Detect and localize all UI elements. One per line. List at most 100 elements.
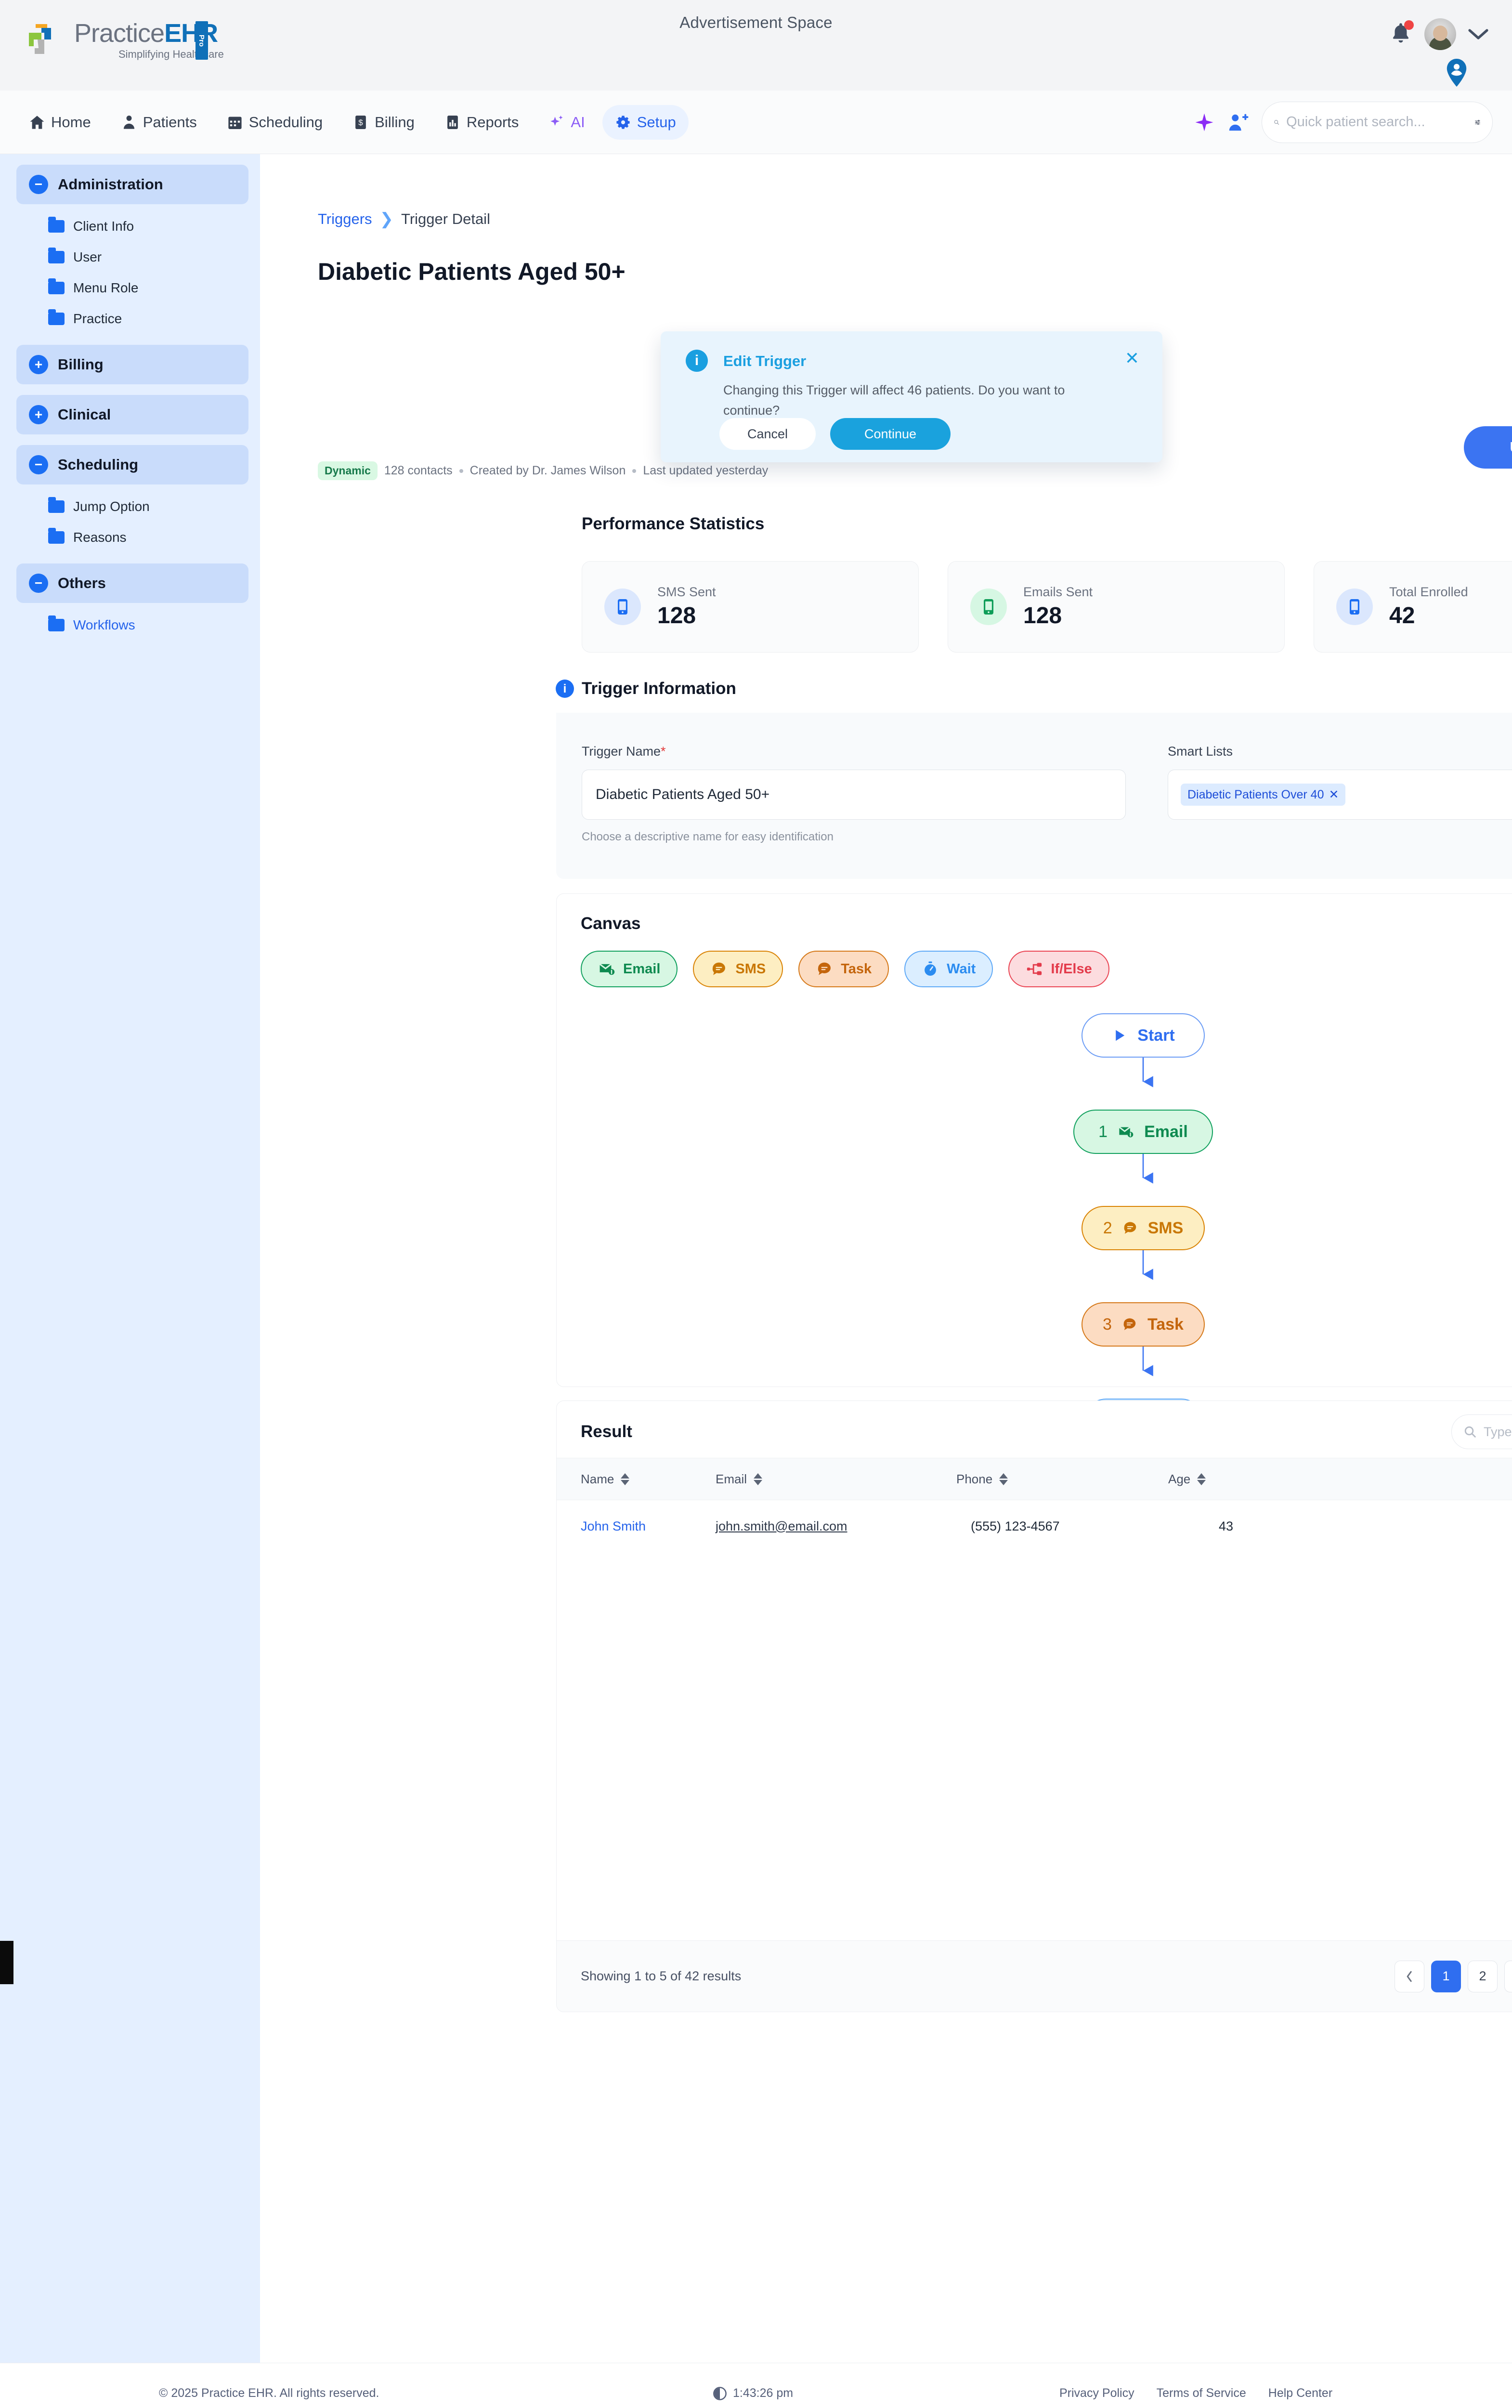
cell-email[interactable]: john.smith@email.com xyxy=(716,1518,847,1533)
search-icon xyxy=(1274,119,1279,125)
sidebar-group-administration[interactable]: − Administration xyxy=(16,165,248,204)
patient-icon xyxy=(123,115,134,129)
footer-link-terms[interactable]: Terms of Service xyxy=(1156,2386,1246,2400)
sort-icon[interactable] xyxy=(1197,1473,1206,1485)
page-title: Diabetic Patients Aged 50+ xyxy=(318,258,626,285)
smart-lists-select[interactable]: Diabetic Patients Over 40 ✕ ⌄ xyxy=(1168,770,1512,820)
flow-node-start[interactable]: Start xyxy=(1082,1013,1205,1058)
chevron-down-icon[interactable] xyxy=(1468,27,1489,41)
add-user-icon[interactable] xyxy=(1227,112,1249,132)
sort-icon[interactable] xyxy=(999,1473,1008,1485)
close-icon[interactable]: ✕ xyxy=(1124,348,1139,368)
sidebar-item-reasons[interactable]: Reasons xyxy=(48,522,260,553)
pagination-page-2[interactable]: 2 xyxy=(1468,1960,1498,1992)
required-marker: * xyxy=(661,744,666,759)
table-header-age[interactable]: Age xyxy=(1168,1472,1370,1487)
table-row[interactable]: John Smith john.smith@email.com (555) 12… xyxy=(557,1500,1512,1552)
sidebar-item-label: Jump Option xyxy=(73,499,150,514)
palette-button-wait[interactable]: Wait xyxy=(904,951,993,987)
stat-label: Total Enrolled xyxy=(1389,585,1468,599)
sidebar-group-billing[interactable]: + Billing xyxy=(16,345,248,384)
nav-items: Home Patients Scheduling $ Billing Repor… xyxy=(16,105,689,140)
sms-icon xyxy=(713,962,726,975)
nav-item-setup[interactable]: Setup xyxy=(602,105,689,140)
notifications-button[interactable] xyxy=(1389,20,1414,47)
nav-item-reports[interactable]: Reports xyxy=(432,105,532,140)
location-pin-user-icon[interactable] xyxy=(1446,59,1468,87)
sidebar-group-scheduling[interactable]: − Scheduling xyxy=(16,445,248,484)
sort-icon[interactable] xyxy=(621,1473,630,1485)
nav-item-scheduling[interactable]: Scheduling xyxy=(214,105,335,140)
cell-name[interactable]: John Smith xyxy=(581,1518,646,1533)
folder-icon xyxy=(48,528,65,544)
stat-label: Emails Sent xyxy=(1023,585,1093,599)
collapse-icon: − xyxy=(29,455,48,474)
results-count: Showing 1 to 5 of 42 results xyxy=(581,1969,742,1983)
avatar[interactable] xyxy=(1424,18,1456,50)
sliders-icon[interactable] xyxy=(1474,114,1481,131)
sort-icon[interactable] xyxy=(754,1473,763,1485)
sparkle-icon[interactable] xyxy=(1194,112,1214,132)
brand-logo[interactable]: PracticeEHR Simplifying Healthcare Pro xyxy=(23,18,224,63)
task-icon xyxy=(818,962,831,975)
nav-label-reports: Reports xyxy=(466,113,519,131)
palette-button-email[interactable]: Email xyxy=(581,951,678,987)
sidebar-group-others[interactable]: − Others xyxy=(16,563,248,603)
sidebar-item-practice[interactable]: Practice xyxy=(48,303,260,334)
main-navigation: Home Patients Scheduling $ Billing Repor… xyxy=(0,91,1512,154)
task-icon xyxy=(1123,1318,1136,1330)
calendar-icon xyxy=(228,116,242,129)
table-header-name[interactable]: Name xyxy=(557,1472,716,1487)
sidebar-item-workflows[interactable]: Workflows xyxy=(48,610,260,641)
nav-item-patients[interactable]: Patients xyxy=(108,105,209,140)
footer-link-help[interactable]: Help Center xyxy=(1268,2386,1333,2400)
filter-input[interactable] xyxy=(1484,1424,1512,1440)
table-header-email[interactable]: Email xyxy=(716,1472,956,1487)
sidebar-item-client-info[interactable]: Client Info xyxy=(48,211,260,242)
update-button[interactable]: Update xyxy=(1464,426,1512,469)
palette-label: Wait xyxy=(947,961,976,977)
quick-patient-search[interactable] xyxy=(1262,101,1493,143)
nav-label-setup: Setup xyxy=(637,113,676,131)
flow-node-number: 2 xyxy=(1103,1218,1112,1237)
sidebar-item-user[interactable]: User xyxy=(48,242,260,273)
smart-list-chip[interactable]: Diabetic Patients Over 40 ✕ xyxy=(1181,784,1346,806)
play-icon xyxy=(1116,1030,1125,1041)
edit-trigger-modal: i Edit Trigger ✕ Changing this Trigger w… xyxy=(661,331,1162,462)
footer-link-privacy[interactable]: Privacy Policy xyxy=(1059,2386,1134,2400)
result-filter[interactable] xyxy=(1451,1414,1512,1449)
nav-label-billing: Billing xyxy=(375,113,415,131)
modal-body-text: Changing this Trigger will affect 46 pat… xyxy=(723,383,1065,418)
pagination-prev[interactable] xyxy=(1395,1960,1424,1992)
nav-item-billing[interactable]: $ Billing xyxy=(340,105,427,140)
breadcrumb-link-triggers[interactable]: Triggers xyxy=(318,210,372,227)
last-updated: Last updated yesterday xyxy=(643,464,769,477)
palette-button-task[interactable]: Task xyxy=(798,951,889,987)
sidebar-group-clinical[interactable]: + Clinical xyxy=(16,395,248,434)
continue-button[interactable]: Continue xyxy=(830,418,951,450)
pagination-page-3[interactable]: 3 xyxy=(1504,1960,1512,1992)
table-header-phone[interactable]: Phone xyxy=(956,1472,1168,1487)
sidebar-item-menu-role[interactable]: Menu Role xyxy=(48,273,260,303)
search-icon xyxy=(1464,1426,1476,1438)
nav-item-home[interactable]: Home xyxy=(16,105,104,140)
trigger-name-input[interactable] xyxy=(582,770,1126,820)
sidebar-group-label: Others xyxy=(58,575,106,591)
flow-node-1-email[interactable]: 1 Email xyxy=(1073,1110,1213,1154)
page-footer: © 2025 Practice EHR. All rights reserved… xyxy=(0,2363,1512,2408)
flow-node-number: 1 xyxy=(1098,1122,1108,1141)
nav-label-patients: Patients xyxy=(143,113,197,131)
pagination-page-1[interactable]: 1 xyxy=(1431,1960,1461,1992)
chip-remove-icon[interactable]: ✕ xyxy=(1329,788,1339,801)
sidebar-item-jump-option[interactable]: Jump Option xyxy=(48,491,260,522)
flow-node-number: 3 xyxy=(1103,1315,1112,1334)
palette-button-sms[interactable]: SMS xyxy=(693,951,783,987)
palette-button-ifelse[interactable]: If/Else xyxy=(1008,951,1109,987)
search-input[interactable] xyxy=(1286,114,1468,130)
breadcrumb-current: Trigger Detail xyxy=(401,210,490,227)
nav-item-ai[interactable]: AI xyxy=(536,105,597,140)
flow-node-2-sms[interactable]: 2 SMS xyxy=(1082,1206,1205,1250)
cancel-button[interactable]: Cancel xyxy=(719,418,816,450)
result-panel: Result Name Email Phone Age xyxy=(556,1400,1512,2012)
flow-node-3-task[interactable]: 3 Task xyxy=(1082,1302,1205,1347)
